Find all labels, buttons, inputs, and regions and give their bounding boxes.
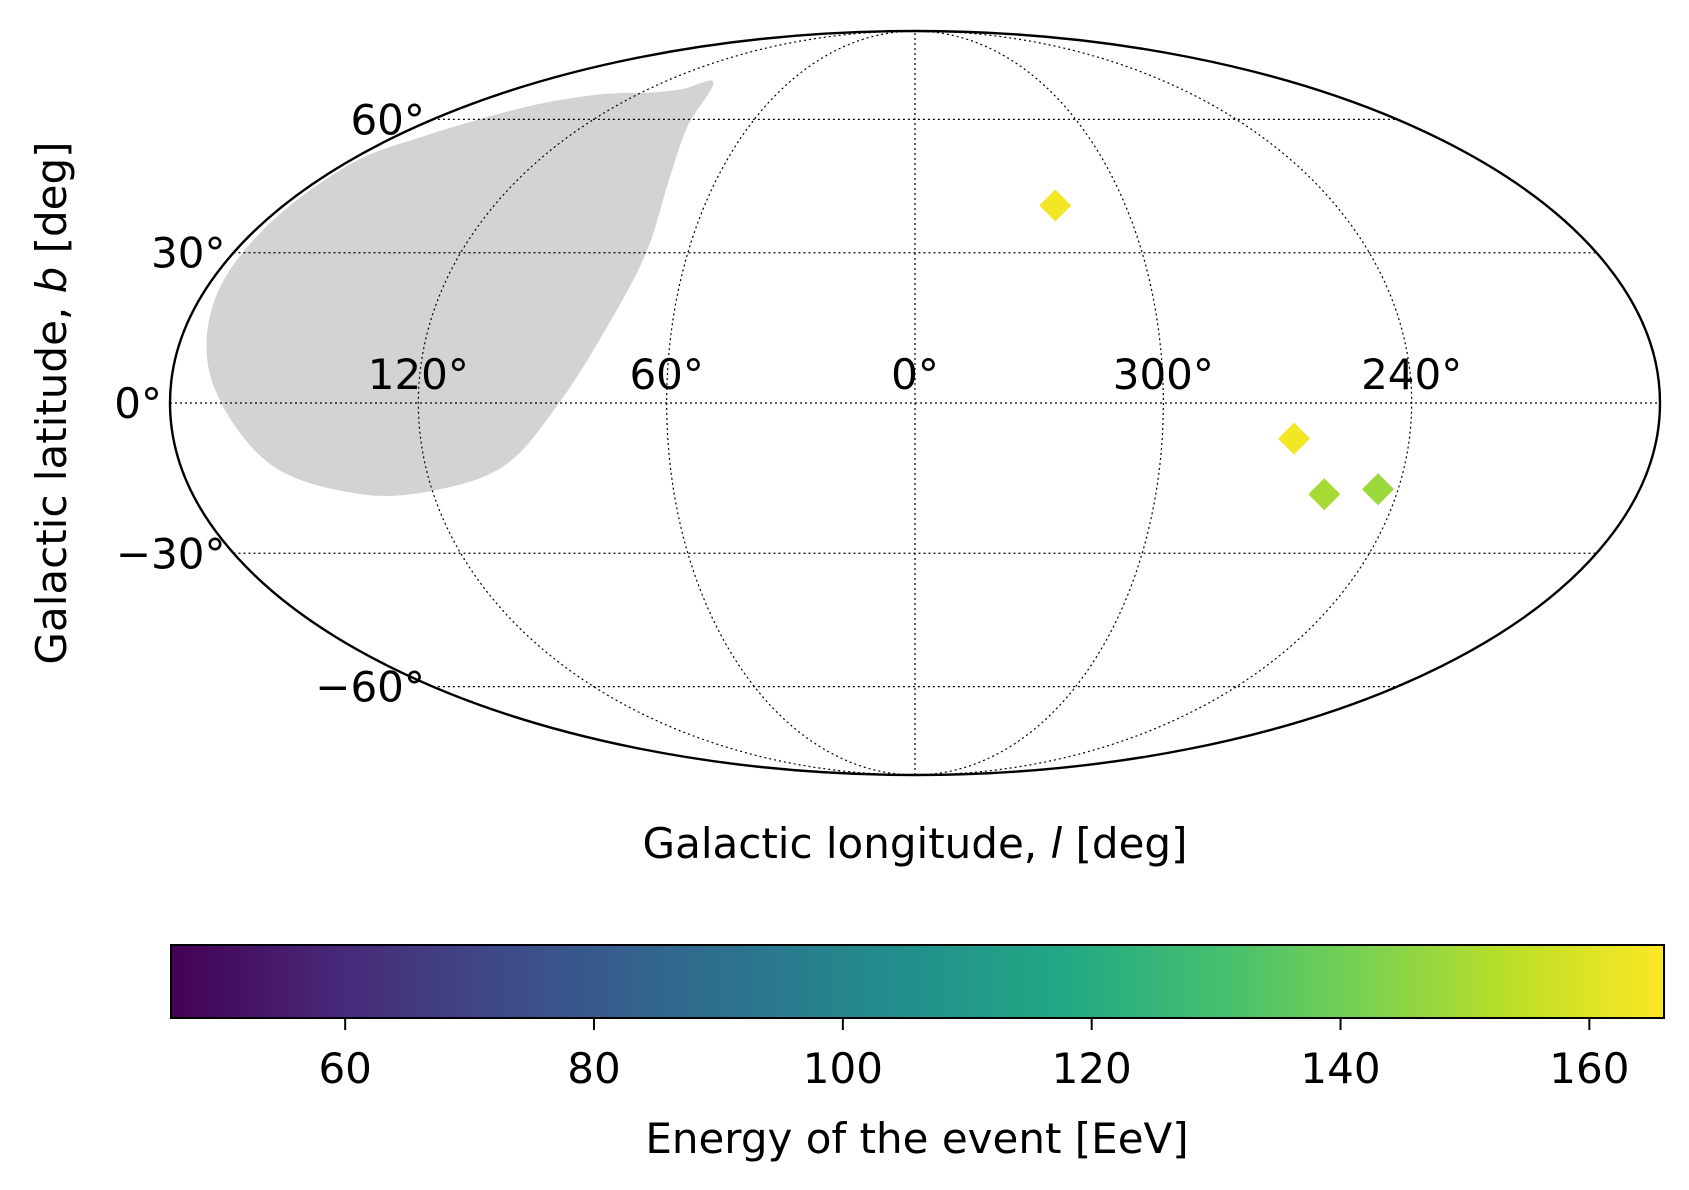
latitude-tick-label: −60° — [315, 663, 425, 712]
map-boundary — [168, 29, 1662, 777]
colorbar-title: Energy of the event [EeV] — [645, 1114, 1188, 1163]
x-axis-title: Galactic longitude, l [deg] — [643, 819, 1188, 868]
latitude-tick-label: 60° — [350, 95, 424, 144]
longitude-tick-label: 60° — [629, 350, 703, 399]
y-axis-title: Galactic latitude, b [deg] — [27, 141, 76, 664]
colorbar-gradient — [170, 944, 1665, 1019]
longitude-tick-label: 120° — [368, 350, 469, 399]
colorbar-tick-label: 120 — [1052, 1044, 1132, 1093]
event-marker — [1039, 189, 1072, 222]
longitude-tick-labels: 120° 60° 0° 300° 240° — [368, 350, 1463, 399]
colorbar-tick-label: 80 — [567, 1044, 620, 1093]
colorbar: 60 80 100 120 140 160 Energy of the event [Ee… — [170, 944, 1665, 1163]
colorbar-ticks: 60 80 100 120 140 160 — [318, 1018, 1629, 1093]
latitude-tick-label: 30° — [151, 229, 225, 278]
colorbar-tick-label: 60 — [318, 1044, 371, 1093]
latitude-tick-labels: 60° 30° 0° −30° −60° — [114, 95, 425, 711]
exposure-region — [206, 80, 714, 496]
event-marker — [1308, 478, 1341, 511]
longitude-tick-label: 240° — [1361, 350, 1462, 399]
meridian-gridline — [914, 31, 1413, 775]
colorbar-tick-label: 140 — [1300, 1044, 1380, 1093]
colorbar-tick-label: 160 — [1549, 1044, 1629, 1093]
meridian-gridline — [417, 31, 916, 775]
map-plot: 120° 60° 0° 300° 240° 60° 30° 0° −30° −60° — [114, 29, 1662, 777]
event-marker — [1278, 422, 1311, 455]
graticule — [170, 31, 1660, 775]
longitude-tick-label: 300° — [1113, 350, 1214, 399]
event-marker — [1362, 473, 1395, 506]
event-markers — [1039, 189, 1395, 511]
longitude-tick-label: 0° — [891, 350, 939, 399]
colorbar-tick-label: 100 — [803, 1044, 883, 1093]
latitude-tick-label: −30° — [116, 529, 226, 578]
latitude-tick-label: 0° — [114, 379, 162, 428]
